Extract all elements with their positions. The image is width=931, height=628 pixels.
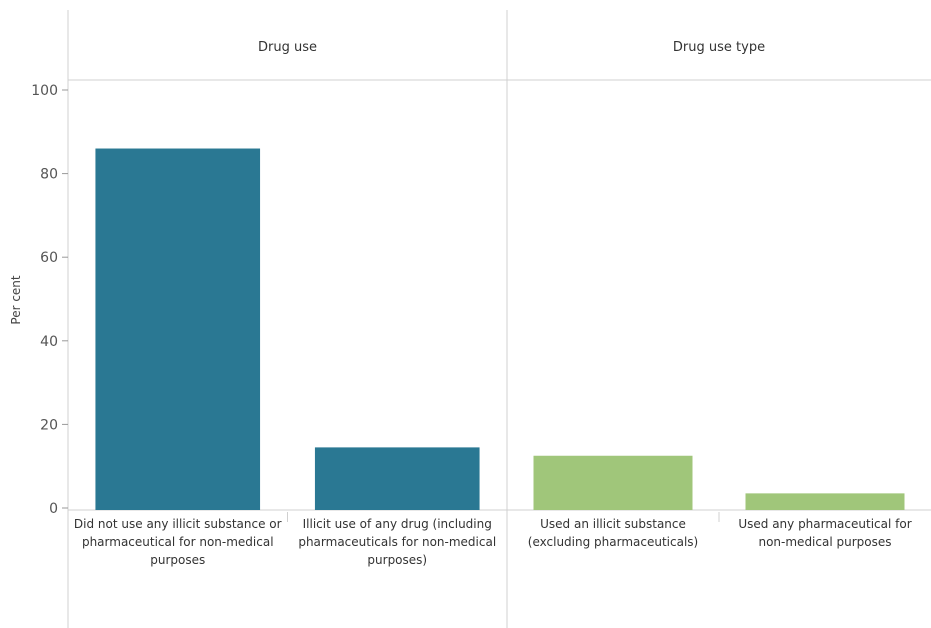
y-tick-label: 40 (40, 334, 58, 350)
x-category-label: pharmaceuticals for non-medical (298, 535, 496, 549)
y-tick-label: 80 (40, 167, 58, 183)
x-category-label: Illicit use of any drug (including (303, 517, 492, 531)
bar (95, 148, 261, 510)
x-category-label: Did not use any illicit substance or (74, 517, 282, 531)
x-category-label: Used any pharmaceutical for (738, 517, 911, 531)
x-category-label: pharmaceutical for non-medical (82, 535, 274, 549)
y-axis-label: Per cent (9, 275, 23, 325)
x-category-label: purposes (150, 553, 205, 567)
panel-title: Drug use type (673, 40, 765, 55)
panel-title: Drug use (258, 40, 317, 55)
bar (533, 455, 693, 510)
y-tick-label: 20 (40, 417, 58, 433)
y-tick-label: 0 (49, 501, 58, 517)
y-tick-label: 60 (40, 250, 58, 266)
bar (745, 493, 905, 510)
x-category-label: non-medical purposes (758, 535, 891, 549)
x-category-label: (excluding pharmaceuticals) (528, 535, 698, 549)
bar (314, 447, 480, 510)
x-category-label: purposes) (367, 553, 427, 567)
x-category-label: Used an illicit substance (540, 517, 686, 531)
y-tick-label: 100 (31, 83, 58, 99)
